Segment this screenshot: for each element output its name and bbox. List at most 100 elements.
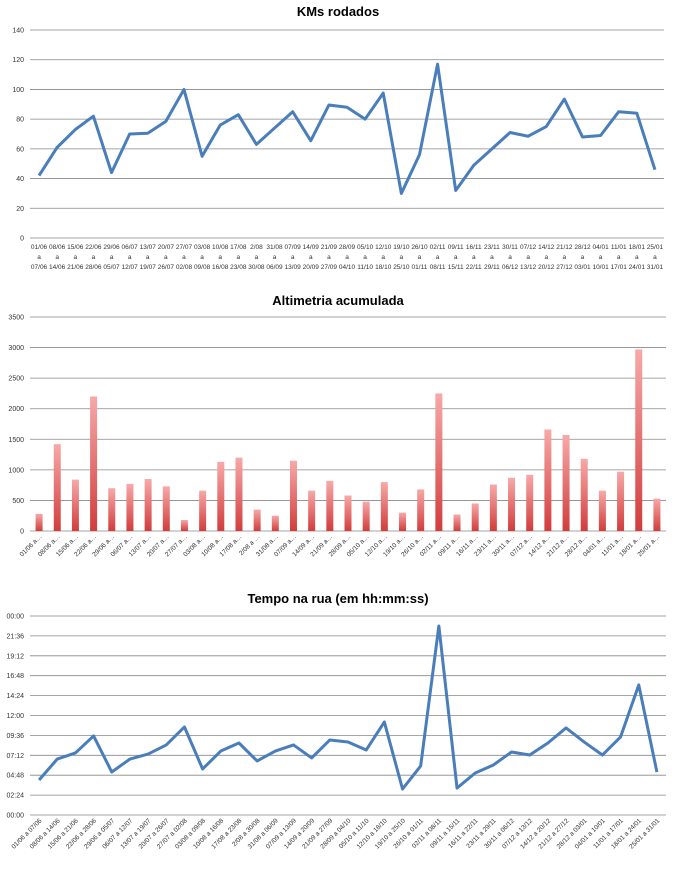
bar — [199, 491, 206, 531]
bar — [454, 514, 461, 531]
bar — [399, 513, 406, 531]
y-tick-label: 04:48 — [6, 773, 24, 780]
bar — [472, 503, 479, 531]
bar — [599, 491, 606, 531]
y-tick-label: 16:48 — [6, 673, 24, 680]
bar — [617, 472, 624, 531]
y-tick-label: 40 — [16, 176, 24, 183]
y-tick-label: 07:12 — [6, 753, 24, 760]
y-tick-label: 19:12 — [6, 653, 24, 660]
y-tick-label: 20 — [16, 206, 24, 213]
chart-title-kms: KMs rodados — [297, 4, 379, 19]
bar — [181, 520, 188, 531]
bar — [72, 480, 79, 531]
y-tick-label: 3500 — [8, 315, 24, 322]
y-tick-label: 2500 — [8, 376, 24, 383]
y-tick-label: 2000 — [8, 406, 24, 413]
bar — [563, 435, 570, 531]
bar — [544, 430, 551, 531]
bar — [363, 502, 370, 531]
y-tick-label: 21:36 — [6, 633, 24, 640]
y-tick-label: 1000 — [8, 467, 24, 474]
bar — [326, 481, 333, 531]
y-tick-label: 14:24 — [6, 693, 24, 700]
y-tick-label: 12:00 — [6, 713, 24, 720]
bar — [435, 393, 442, 531]
bar — [36, 514, 43, 531]
series-line — [39, 626, 657, 789]
bar — [126, 484, 133, 531]
y-tick-label: 60 — [16, 146, 24, 153]
bar — [163, 486, 170, 531]
y-tick-label: 0 — [20, 529, 24, 536]
chart-title-altimetria: Altimetria acumulada — [272, 293, 404, 308]
bar — [290, 461, 297, 531]
bar — [235, 458, 242, 531]
y-tick-label: 0 — [20, 236, 24, 243]
series-line — [39, 64, 655, 193]
bar — [108, 488, 115, 531]
bar — [581, 459, 588, 531]
bar — [54, 444, 61, 531]
chart-title-tempo: Tempo na rua (em hh:mm:ss) — [247, 591, 428, 606]
bar — [308, 491, 315, 531]
chart-tempo: 00:00 02:24 04:48 07:12 09:36 12:00 14:24 16:48… — [6, 614, 666, 851]
bar — [417, 489, 424, 531]
y-tick-label: 1500 — [8, 437, 24, 444]
bar — [254, 510, 261, 531]
y-tick-label: 02:24 — [6, 793, 24, 800]
y-tick-label: 09:36 — [6, 733, 24, 740]
bar — [217, 462, 224, 531]
bar — [145, 479, 152, 531]
y-tick-label: 00:00 — [6, 614, 24, 621]
y-tick-label: 100 — [12, 87, 24, 94]
bar — [345, 496, 352, 531]
y-tick-label: 3000 — [8, 345, 24, 352]
bar — [508, 478, 515, 531]
x-tick-label: 01/06 a 07/06 — [10, 817, 43, 850]
bar — [490, 485, 497, 531]
bar — [272, 516, 279, 531]
y-tick-label: 140 — [12, 28, 24, 35]
bar — [653, 499, 660, 531]
y-tick-label: 120 — [12, 57, 24, 64]
y-tick-label: 00:00 — [6, 813, 24, 820]
bar — [526, 475, 533, 531]
